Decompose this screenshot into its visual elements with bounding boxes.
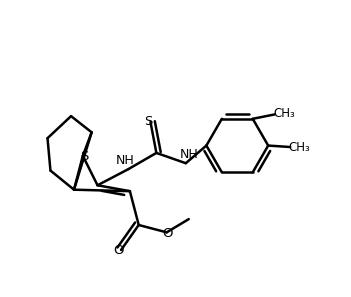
Text: S: S <box>144 115 152 128</box>
Text: O: O <box>162 227 173 240</box>
Text: CH₃: CH₃ <box>273 107 295 120</box>
Text: CH₃: CH₃ <box>289 140 311 154</box>
Text: S: S <box>80 150 88 163</box>
Text: O: O <box>113 244 124 257</box>
Text: NH: NH <box>179 148 198 161</box>
Text: NH: NH <box>116 154 135 167</box>
